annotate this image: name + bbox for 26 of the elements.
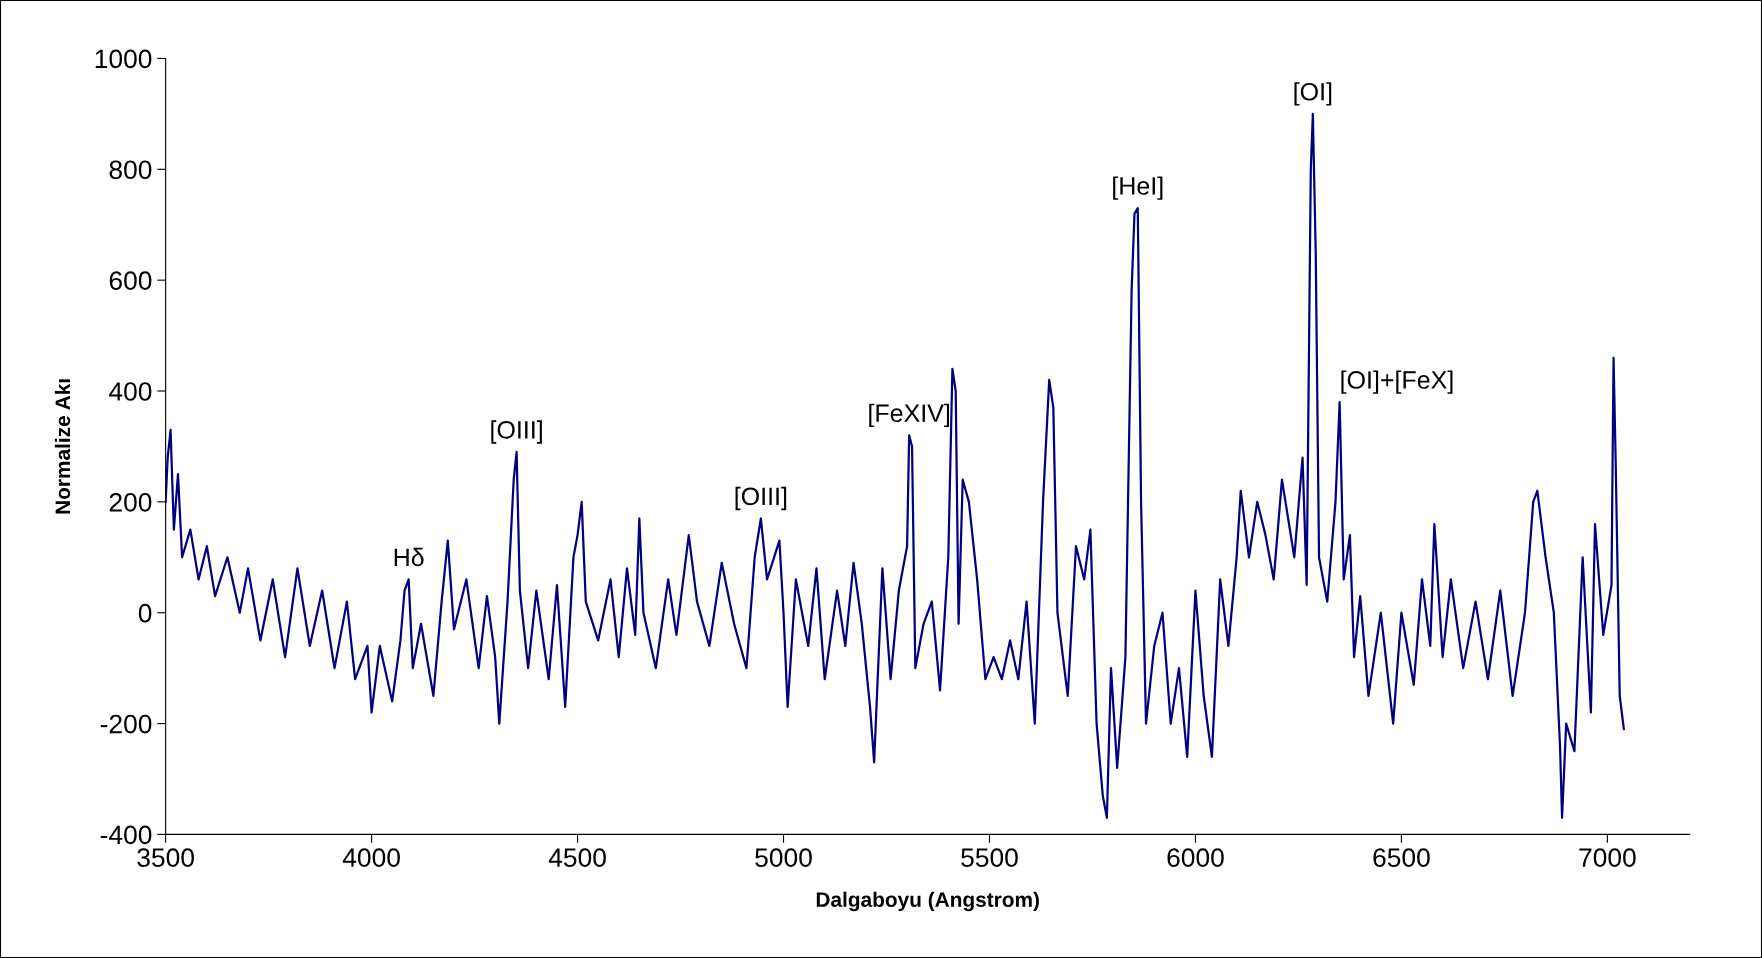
x-tick-label: 6500	[1373, 848, 1430, 867]
x-tick-label: 7000	[1579, 848, 1636, 867]
y-tick-label: 1000	[95, 49, 152, 69]
annotation: [OIII]	[735, 486, 787, 511]
y-axis-title: Normalize Akı	[54, 379, 71, 514]
x-tick-label: 5500	[961, 848, 1018, 867]
y-tick-label: -200	[100, 714, 152, 734]
y-tick-label: 400	[109, 382, 152, 401]
annotation: [OIII]	[491, 420, 542, 444]
x-tick-label: 4500	[548, 848, 606, 867]
x-tick-label: 6000	[1167, 848, 1224, 867]
annotation: [FeXIV]	[869, 403, 950, 428]
x-tick-label: 5000	[755, 848, 812, 867]
y-tick-label: -400	[100, 825, 152, 845]
y-tick-label: 0	[138, 603, 152, 623]
x-tick-label: 4000	[342, 848, 400, 867]
annotation: [HeI]	[1113, 176, 1163, 200]
annotation: [OI]+[FeX]	[1341, 370, 1453, 394]
annotation: Hδ	[394, 547, 424, 567]
y-tick-label: 200	[109, 492, 152, 512]
y-tick-label: 800	[109, 160, 152, 180]
x-axis-title: Dalgaboyu (Angstrom)	[816, 891, 1039, 912]
line-series	[165, 112, 1625, 819]
x-tick-label: 3500	[137, 848, 194, 867]
annotation: [OI]	[1294, 82, 1332, 106]
y-tick-label: 600	[109, 271, 152, 290]
